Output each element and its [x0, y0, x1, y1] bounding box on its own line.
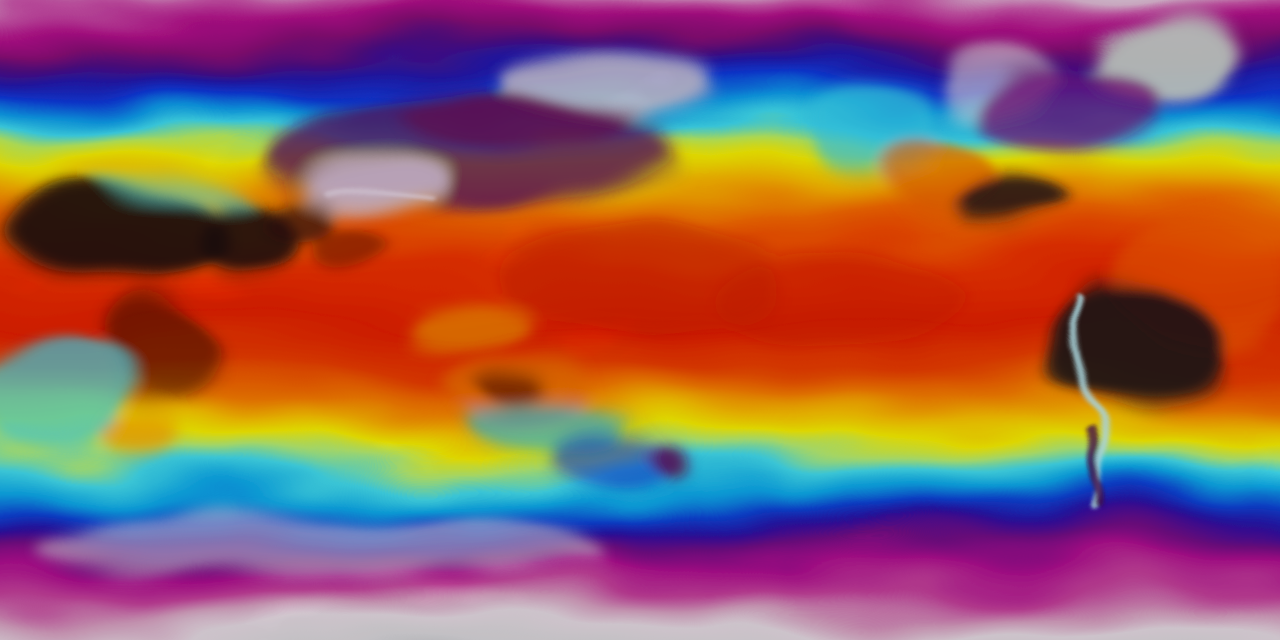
- global-climate-heatmap: [0, 0, 1280, 640]
- turbulence-texture-overlay: [0, 0, 1280, 640]
- world-heatmap-canvas: [0, 0, 1280, 640]
